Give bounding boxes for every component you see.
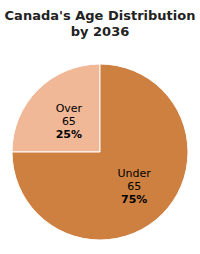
pie-slice xyxy=(12,64,188,240)
pie-slice xyxy=(12,64,100,152)
slice-name: Over65 xyxy=(56,102,83,128)
data-label: 25% xyxy=(56,128,82,141)
data-label: 75% xyxy=(121,193,147,206)
title: Canada's Age Distributionby 2036 xyxy=(5,8,196,39)
slice-labels: Over6525% Under6575% xyxy=(56,102,152,206)
chart: Canada's Age Distributionby 2036 Over6525… xyxy=(0,0,200,254)
pie xyxy=(12,64,188,240)
chart-container: Canada's Age Distributionby 2036 Over6525… xyxy=(0,0,200,254)
slice-name: Under65 xyxy=(118,167,152,193)
